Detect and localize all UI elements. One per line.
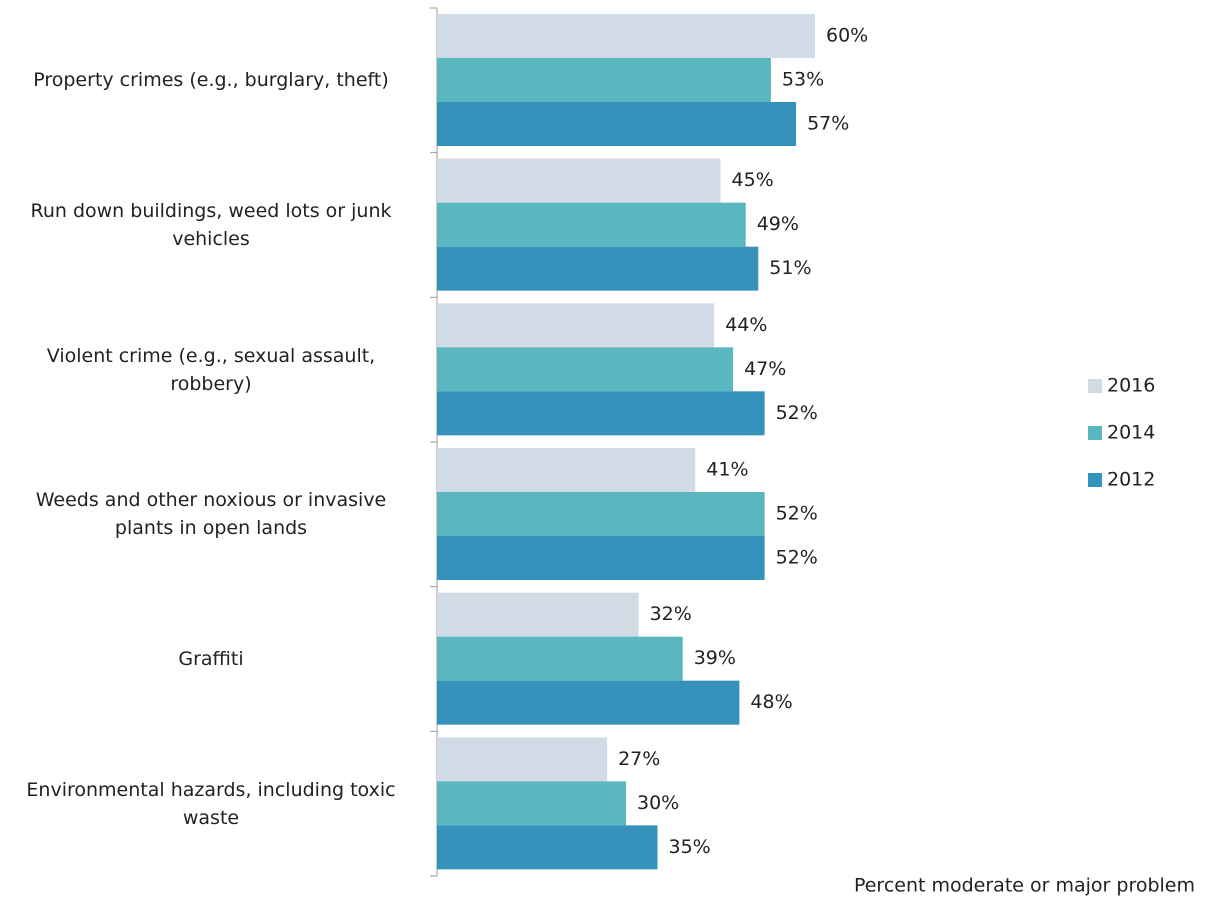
bar bbox=[437, 14, 815, 58]
bar bbox=[437, 347, 734, 392]
category-label: Property crimes (e.g., burglary, theft) bbox=[33, 69, 389, 92]
value-label: 39% bbox=[694, 647, 736, 669]
value-label: 45% bbox=[732, 169, 774, 191]
bar bbox=[437, 592, 639, 637]
bar bbox=[437, 680, 740, 725]
category-label: Graffiti bbox=[178, 648, 244, 670]
bar bbox=[437, 202, 746, 247]
value-label: 52% bbox=[776, 503, 818, 525]
bar bbox=[437, 448, 696, 492]
category-label: Weeds and other noxious or invasive plan… bbox=[35, 489, 387, 540]
bar bbox=[437, 58, 771, 102]
x-axis-title: Percent moderate or major problem bbox=[854, 875, 1195, 897]
bar bbox=[437, 781, 626, 826]
legend-swatch bbox=[1088, 473, 1102, 487]
category-label: Environmental hazards, including toxic w… bbox=[26, 778, 396, 829]
value-label: 51% bbox=[769, 257, 811, 279]
bar bbox=[437, 536, 765, 580]
bar bbox=[437, 391, 765, 436]
bar bbox=[437, 492, 765, 536]
value-label: 60% bbox=[826, 25, 868, 47]
legend-label: 2014 bbox=[1107, 422, 1155, 444]
bar bbox=[437, 737, 608, 782]
value-label: 35% bbox=[669, 836, 711, 858]
legend-label: 2012 bbox=[1107, 469, 1155, 491]
value-label: 47% bbox=[744, 358, 786, 380]
value-label: 44% bbox=[725, 314, 767, 336]
bar bbox=[437, 246, 759, 291]
bar bbox=[437, 158, 721, 203]
value-label: 52% bbox=[776, 402, 818, 424]
value-label: 48% bbox=[750, 691, 792, 713]
legend-swatch bbox=[1088, 379, 1102, 393]
value-label: 52% bbox=[776, 547, 818, 569]
bar bbox=[437, 303, 715, 348]
legend-label: 2016 bbox=[1107, 375, 1155, 397]
bar bbox=[437, 825, 658, 870]
value-label: 41% bbox=[706, 459, 748, 481]
value-label: 57% bbox=[807, 113, 849, 135]
value-label: 53% bbox=[782, 69, 824, 91]
value-label: 49% bbox=[757, 213, 799, 235]
category-label: Run down buildings, weed lots or junk ve… bbox=[30, 200, 392, 250]
value-label: 27% bbox=[618, 748, 660, 770]
bar bbox=[437, 102, 797, 146]
value-label: 32% bbox=[650, 603, 692, 625]
category-label: Violent crime (e.g., sexual assault, rob… bbox=[46, 344, 376, 395]
legend-swatch bbox=[1088, 426, 1102, 440]
bar bbox=[437, 636, 683, 681]
value-label: 30% bbox=[637, 792, 679, 814]
